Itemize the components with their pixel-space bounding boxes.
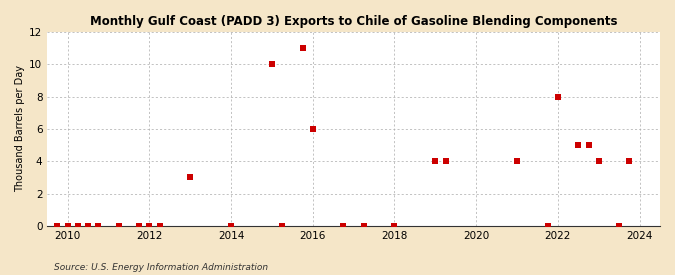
Point (512, 159, 522, 163)
Point (573, 143, 584, 147)
Point (93, 224, 104, 228)
Point (144, 224, 155, 228)
Y-axis label: Thousand Barrels per Day: Thousand Barrels per Day (15, 65, 25, 192)
Point (113, 224, 124, 228)
Text: Source: U.S. Energy Information Administration: Source: U.S. Energy Information Administ… (54, 263, 268, 272)
Point (277, 224, 288, 228)
Point (338, 224, 349, 228)
Point (552, 94, 563, 99)
Point (614, 224, 624, 228)
Point (297, 46, 308, 50)
Point (62, 224, 73, 228)
Point (593, 159, 604, 163)
Point (307, 127, 318, 131)
Point (624, 159, 634, 163)
Point (430, 159, 441, 163)
Point (52, 224, 63, 228)
Point (389, 224, 400, 228)
Point (267, 62, 277, 67)
Point (72, 224, 83, 228)
Point (225, 224, 236, 228)
Point (185, 175, 196, 180)
Point (154, 224, 165, 228)
Title: Monthly Gulf Coast (PADD 3) Exports to Chile of Gasoline Blending Components: Monthly Gulf Coast (PADD 3) Exports to C… (90, 15, 618, 28)
Point (440, 159, 451, 163)
Point (83, 224, 94, 228)
Point (358, 224, 369, 228)
Point (134, 224, 144, 228)
Point (542, 224, 553, 228)
Point (583, 143, 594, 147)
